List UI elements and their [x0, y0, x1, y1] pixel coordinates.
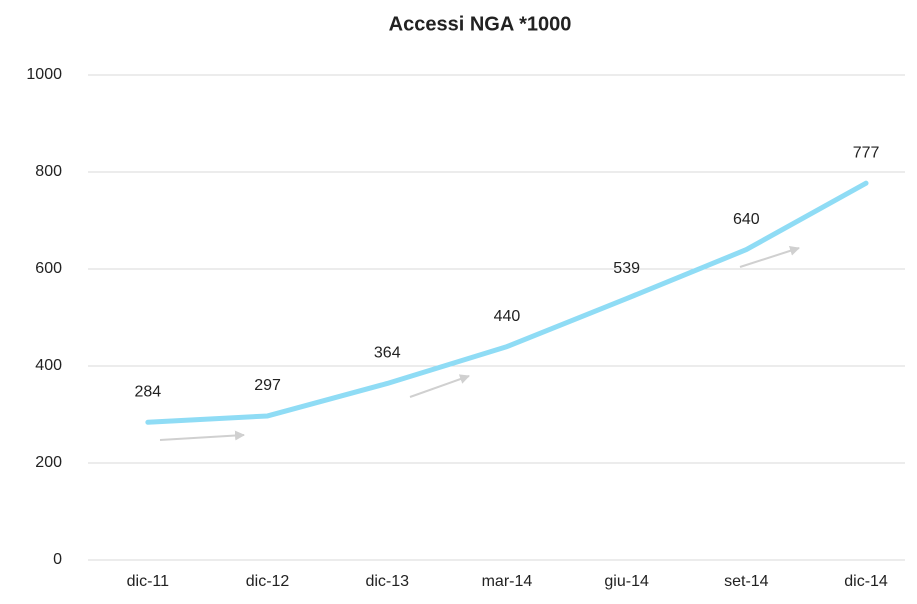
x-tick-label: mar-14 [482, 573, 533, 590]
x-tick-label: giu-14 [604, 573, 649, 590]
data-label: 539 [613, 260, 640, 277]
arrow [159, 430, 245, 441]
y-tick-label: 1000 [26, 66, 62, 83]
data-line [145, 180, 869, 425]
y-tick-label: 400 [35, 357, 62, 374]
y-tick-label: 800 [35, 163, 62, 180]
data-label: 364 [374, 345, 401, 362]
y-tick-label: 200 [35, 454, 62, 471]
trend-arrows [159, 245, 800, 441]
x-tick-label: set-14 [724, 573, 769, 590]
data-label: 777 [853, 144, 880, 161]
y-tick-label: 600 [35, 260, 62, 277]
x-tick-label: dic-14 [844, 573, 888, 590]
arrow [739, 245, 800, 268]
y-tick-label: 0 [53, 551, 62, 568]
grid [88, 74, 905, 561]
x-tick-label: dic-12 [246, 573, 290, 590]
data-label: 284 [134, 383, 161, 400]
x-tick-label: dic-11 [127, 573, 169, 590]
data-label: 640 [733, 211, 760, 228]
arrow [409, 374, 470, 398]
data-label: 297 [254, 377, 281, 394]
data-label: 440 [494, 308, 521, 325]
chart-title: Accessi NGA *1000 [389, 13, 572, 35]
x-tick-label: dic-13 [365, 573, 409, 590]
